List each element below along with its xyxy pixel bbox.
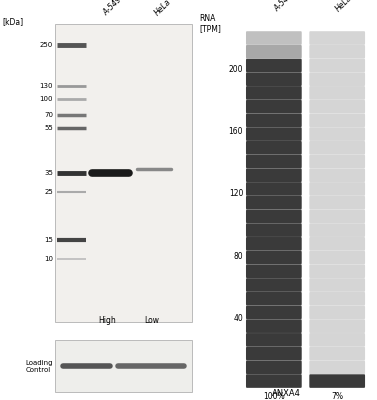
Text: 100: 100 — [40, 96, 53, 102]
FancyBboxPatch shape — [246, 100, 302, 114]
FancyBboxPatch shape — [246, 127, 302, 141]
FancyBboxPatch shape — [246, 264, 302, 278]
Text: [kDa]: [kDa] — [2, 18, 23, 26]
FancyBboxPatch shape — [309, 333, 365, 347]
FancyBboxPatch shape — [246, 278, 302, 292]
Text: 200: 200 — [228, 65, 243, 74]
Text: A-549: A-549 — [272, 0, 294, 14]
Text: 70: 70 — [44, 112, 53, 118]
Text: 10: 10 — [44, 256, 53, 262]
Text: Low: Low — [144, 316, 159, 325]
Text: [TPM]: [TPM] — [200, 24, 222, 33]
Text: ANXA4: ANXA4 — [272, 389, 301, 398]
Text: 7%: 7% — [331, 392, 343, 400]
FancyBboxPatch shape — [246, 374, 302, 388]
FancyBboxPatch shape — [309, 182, 365, 196]
FancyBboxPatch shape — [246, 251, 302, 264]
FancyBboxPatch shape — [246, 182, 302, 196]
Text: 25: 25 — [44, 189, 53, 195]
FancyBboxPatch shape — [246, 360, 302, 374]
FancyBboxPatch shape — [246, 31, 302, 45]
FancyBboxPatch shape — [246, 168, 302, 182]
FancyBboxPatch shape — [246, 292, 302, 306]
Text: 40: 40 — [233, 314, 243, 323]
FancyBboxPatch shape — [246, 59, 302, 72]
FancyBboxPatch shape — [309, 114, 365, 127]
FancyBboxPatch shape — [309, 319, 365, 333]
FancyBboxPatch shape — [55, 24, 192, 322]
FancyBboxPatch shape — [309, 72, 365, 86]
FancyBboxPatch shape — [246, 72, 302, 86]
Text: 55: 55 — [44, 125, 53, 131]
FancyBboxPatch shape — [309, 306, 365, 319]
FancyBboxPatch shape — [309, 210, 365, 223]
Text: 250: 250 — [40, 42, 53, 48]
Text: 100%: 100% — [263, 392, 285, 400]
FancyBboxPatch shape — [246, 237, 302, 251]
FancyBboxPatch shape — [246, 306, 302, 319]
FancyBboxPatch shape — [309, 347, 365, 360]
FancyBboxPatch shape — [309, 100, 365, 114]
Text: 35: 35 — [44, 170, 53, 176]
Text: Loading
Control: Loading Control — [25, 360, 53, 372]
FancyBboxPatch shape — [309, 223, 365, 237]
FancyBboxPatch shape — [246, 347, 302, 360]
FancyBboxPatch shape — [246, 210, 302, 223]
Text: HeLa: HeLa — [153, 0, 173, 18]
FancyBboxPatch shape — [309, 196, 365, 210]
FancyBboxPatch shape — [309, 86, 365, 100]
FancyBboxPatch shape — [309, 251, 365, 264]
FancyBboxPatch shape — [309, 360, 365, 374]
FancyBboxPatch shape — [309, 141, 365, 155]
FancyBboxPatch shape — [246, 141, 302, 155]
FancyBboxPatch shape — [309, 264, 365, 278]
FancyBboxPatch shape — [246, 223, 302, 237]
FancyBboxPatch shape — [309, 127, 365, 141]
FancyBboxPatch shape — [55, 340, 192, 392]
FancyBboxPatch shape — [246, 333, 302, 347]
FancyBboxPatch shape — [246, 45, 302, 58]
Text: A-549: A-549 — [102, 0, 124, 18]
FancyBboxPatch shape — [246, 114, 302, 127]
Text: 130: 130 — [40, 83, 53, 89]
FancyBboxPatch shape — [309, 155, 365, 168]
FancyBboxPatch shape — [309, 45, 365, 58]
FancyBboxPatch shape — [309, 168, 365, 182]
Text: High: High — [98, 316, 116, 325]
Text: RNA: RNA — [200, 14, 216, 23]
FancyBboxPatch shape — [246, 319, 302, 333]
Text: 160: 160 — [228, 127, 243, 136]
Text: HeLa: HeLa — [334, 0, 354, 14]
FancyBboxPatch shape — [309, 237, 365, 251]
FancyBboxPatch shape — [246, 196, 302, 210]
Text: 15: 15 — [44, 237, 53, 243]
FancyBboxPatch shape — [309, 59, 365, 72]
Text: 80: 80 — [233, 252, 243, 261]
FancyBboxPatch shape — [309, 292, 365, 306]
Text: 120: 120 — [229, 190, 243, 198]
FancyBboxPatch shape — [309, 31, 365, 45]
FancyBboxPatch shape — [309, 374, 365, 388]
FancyBboxPatch shape — [246, 86, 302, 100]
FancyBboxPatch shape — [246, 155, 302, 168]
FancyBboxPatch shape — [309, 278, 365, 292]
